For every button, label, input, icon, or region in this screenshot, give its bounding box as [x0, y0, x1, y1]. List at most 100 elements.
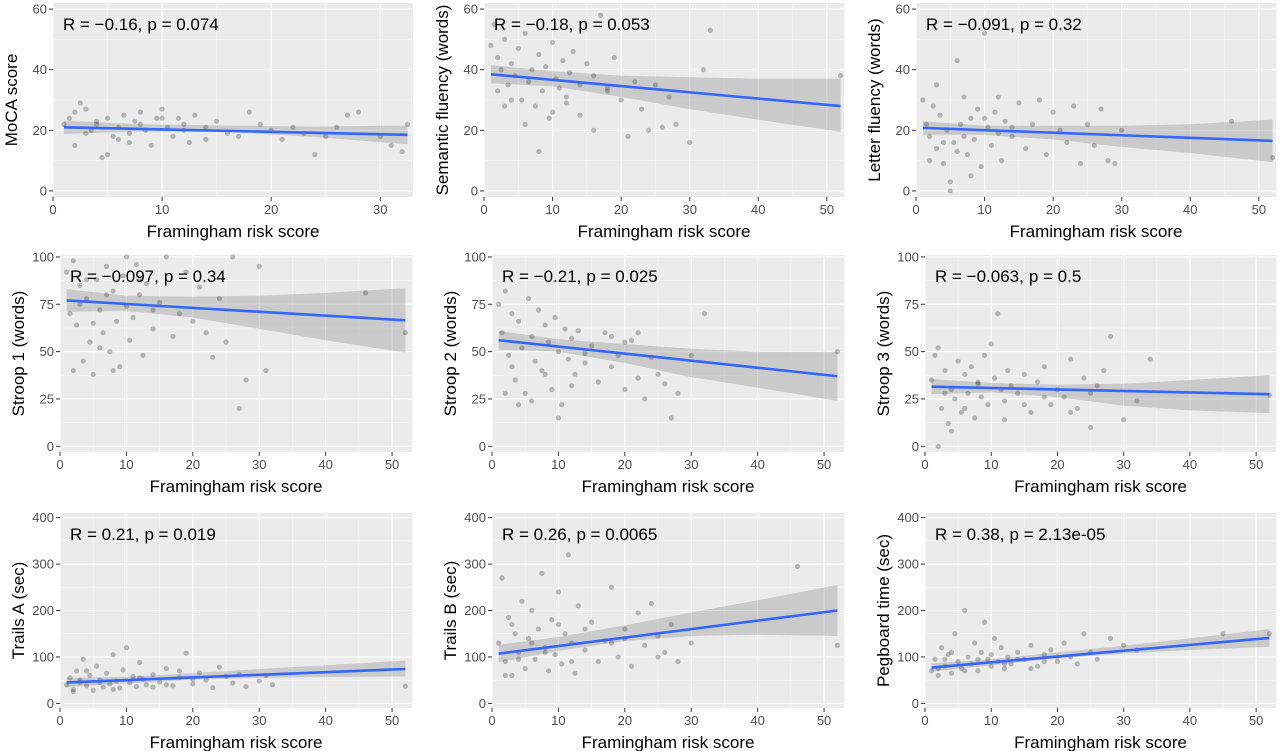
- data-point: [176, 311, 183, 317]
- data-point: [157, 299, 163, 305]
- y-tick-label: 200: [32, 603, 54, 618]
- data-point: [625, 133, 631, 139]
- data-point: [962, 371, 968, 377]
- data-point: [104, 115, 111, 121]
- data-point: [971, 136, 977, 143]
- data-point: [495, 88, 501, 94]
- data-point: [639, 106, 645, 112]
- correlation-annotation: R = −0.16, p = 0.074: [63, 15, 219, 34]
- data-point: [257, 121, 263, 127]
- y-tick-label: 20: [896, 123, 910, 138]
- data-point: [1041, 658, 1047, 665]
- y-tick-label: 0: [903, 183, 910, 198]
- scatter-points: [929, 607, 1272, 679]
- data-point: [628, 663, 635, 669]
- data-point: [975, 379, 981, 385]
- data-point: [988, 652, 994, 658]
- p-value: p = 0.0065: [576, 525, 657, 544]
- data-point: [181, 121, 187, 127]
- data-point: [988, 142, 995, 149]
- x-axis-title: Framingham risk score: [147, 222, 320, 241]
- x-tick-label: 20: [1050, 713, 1064, 728]
- data-point: [923, 121, 929, 127]
- data-point: [1005, 367, 1011, 374]
- data-point: [1028, 665, 1034, 672]
- data-point: [666, 94, 672, 100]
- data-point: [137, 277, 143, 283]
- y-axis-title: MoCA score: [2, 54, 21, 147]
- data-point: [565, 356, 571, 362]
- data-point: [70, 258, 76, 264]
- data-point: [404, 121, 411, 127]
- panel-2: 0 10 20 30 40 50 0 20 40 60 R = −0.18, p = 0.053 Fra…: [433, 2, 844, 241]
- x-tick-label: 20: [186, 457, 200, 472]
- x-axis-title: Framingham risk score: [582, 477, 755, 496]
- data-point: [1087, 424, 1094, 430]
- data-point: [1050, 109, 1056, 115]
- data-point: [196, 284, 203, 290]
- y-axis-title: Trails A (sec): [9, 562, 28, 660]
- r-value: R = 0.21,: [70, 525, 139, 544]
- data-point: [536, 148, 542, 155]
- data-point: [942, 656, 948, 662]
- regression-line: [931, 636, 1270, 669]
- data-point: [508, 61, 515, 67]
- data-point: [190, 681, 196, 687]
- data-point: [312, 151, 318, 158]
- data-point: [542, 371, 548, 377]
- data-point: [542, 322, 548, 328]
- data-point: [150, 671, 156, 678]
- data-point: [985, 656, 991, 662]
- data-point: [794, 563, 801, 569]
- data-point: [991, 375, 998, 381]
- data-point: [143, 280, 149, 287]
- data-point: [203, 677, 209, 683]
- data-point: [1005, 654, 1011, 660]
- data-point: [175, 115, 182, 121]
- data-point: [522, 30, 528, 36]
- data-point: [506, 352, 512, 358]
- y-tick-label: 50: [40, 344, 54, 359]
- x-tick-label: 10: [984, 457, 998, 472]
- data-point: [563, 94, 569, 100]
- data-point: [163, 665, 169, 672]
- data-point: [955, 658, 961, 665]
- y-tick-label: 75: [905, 297, 919, 312]
- y-tick-label: 20: [464, 123, 478, 138]
- data-point: [539, 570, 545, 576]
- data-point: [103, 263, 110, 269]
- data-point: [582, 647, 588, 653]
- data-point: [77, 100, 83, 106]
- scatter-points: [488, 12, 844, 155]
- p-value: p = 0.019: [144, 525, 215, 544]
- x-tick-label: 30: [1116, 457, 1130, 472]
- confidence-band: [63, 120, 408, 145]
- x-tick-label: 30: [684, 457, 698, 472]
- data-point: [137, 121, 143, 127]
- data-point: [1074, 405, 1080, 412]
- data-point: [978, 649, 984, 655]
- data-point: [995, 94, 1001, 100]
- data-point: [529, 333, 535, 340]
- y-tick-label: 300: [897, 557, 919, 572]
- y-tick-label: 60: [464, 2, 478, 17]
- y-tick-label: 400: [897, 510, 919, 525]
- data-point: [263, 367, 269, 374]
- data-point: [210, 684, 216, 691]
- data-point: [995, 311, 1001, 317]
- data-point: [957, 121, 964, 127]
- scatter-points: [496, 552, 840, 679]
- y-tick-label: 400: [32, 510, 54, 525]
- data-point: [256, 678, 262, 684]
- data-point: [935, 443, 941, 449]
- data-point: [130, 673, 136, 680]
- data-point: [570, 48, 576, 55]
- data-point: [1228, 118, 1235, 124]
- x-tick-label: 10: [119, 457, 133, 472]
- data-point: [525, 79, 532, 85]
- data-point: [488, 42, 494, 49]
- regression-line: [66, 299, 406, 322]
- data-point: [362, 290, 369, 296]
- data-point: [1094, 656, 1100, 662]
- data-point: [933, 145, 940, 152]
